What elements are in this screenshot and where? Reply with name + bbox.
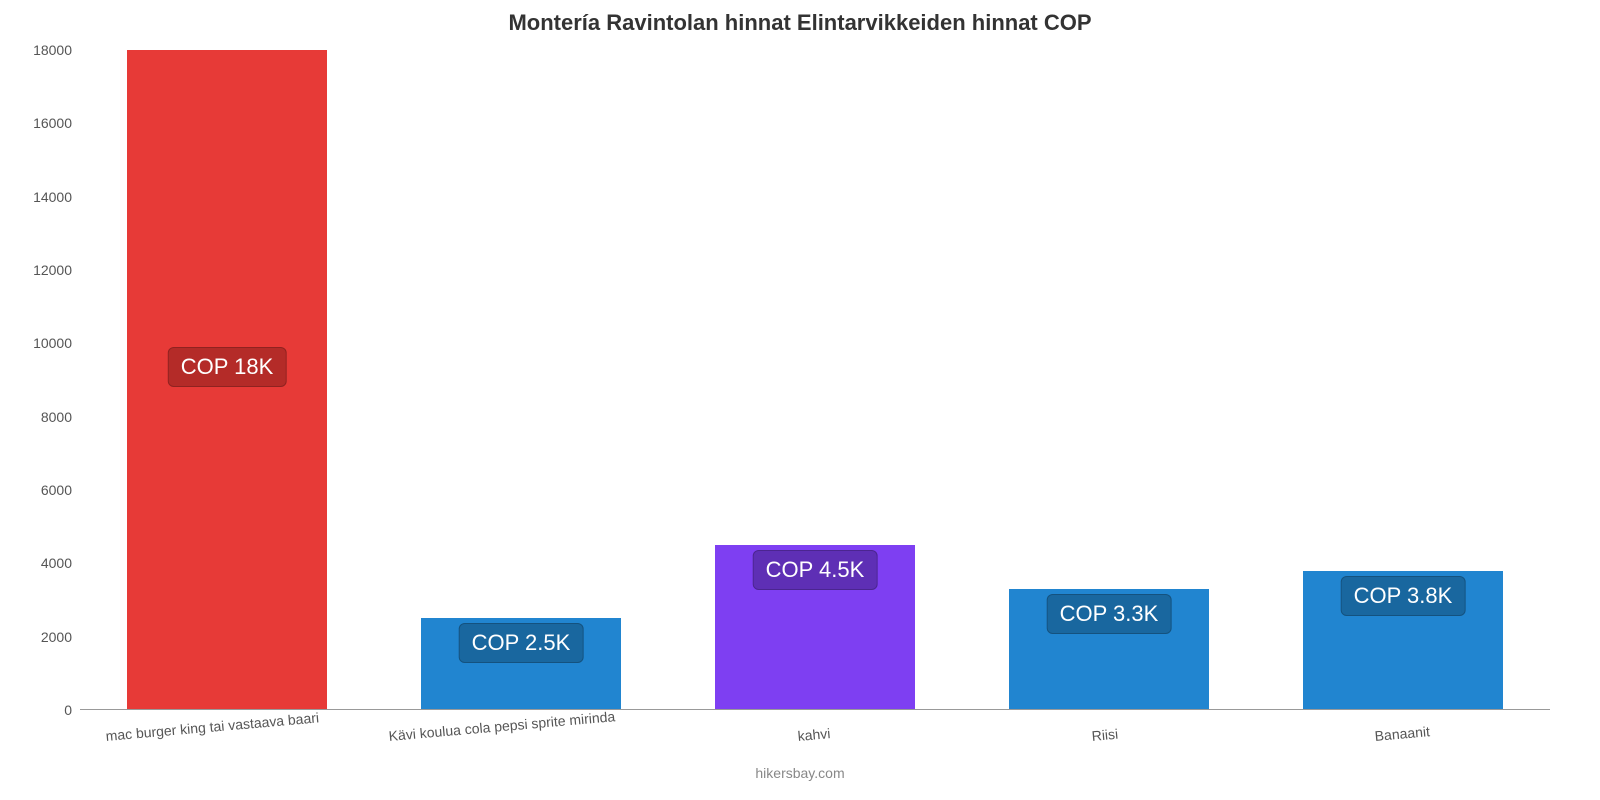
bar: COP 3.3K [1009,589,1209,710]
x-tick-label: kahvi [797,725,831,744]
y-tick-label: 4000 [41,555,72,571]
x-tick-label: Riisi [1091,726,1119,744]
x-tick-label: Banaanit [1374,723,1430,744]
y-tick-label: 2000 [41,629,72,645]
plot-region: 0200040006000800010000120001400016000180… [80,50,1550,710]
bar: COP 18K [127,50,327,710]
chart-title: Montería Ravintolan hinnat Elintarvikkei… [0,0,1600,36]
y-tick-label: 16000 [33,115,72,131]
bar: COP 4.5K [715,545,915,710]
bar-value-label: COP 2.5K [459,623,584,663]
y-tick-label: 14000 [33,189,72,205]
y-tick-label: 18000 [33,42,72,58]
x-tick-label: mac burger king tai vastaava baari [105,709,320,744]
y-tick-label: 6000 [41,482,72,498]
source-label: hikersbay.com [755,765,844,781]
bar-value-label: COP 18K [168,347,287,387]
bar-value-label: COP 3.8K [1341,576,1466,616]
bars-holder: COP 18K COP 2.5K COP 4.5K COP 3.3K COP 3.8K [80,50,1550,710]
bar: COP 2.5K [421,618,621,710]
price-bar-chart: Montería Ravintolan hinnat Elintarvikkei… [0,0,1600,800]
y-tick-label: 0 [64,702,72,718]
y-tick-label: 12000 [33,262,72,278]
bar-value-label: COP 4.5K [753,550,878,590]
y-tick-label: 8000 [41,409,72,425]
x-tick-label: Kävi koulua cola pepsi sprite mirinda [388,708,616,744]
bar-value-label: COP 3.3K [1047,594,1172,634]
bar: COP 3.8K [1303,571,1503,710]
y-tick-label: 10000 [33,335,72,351]
